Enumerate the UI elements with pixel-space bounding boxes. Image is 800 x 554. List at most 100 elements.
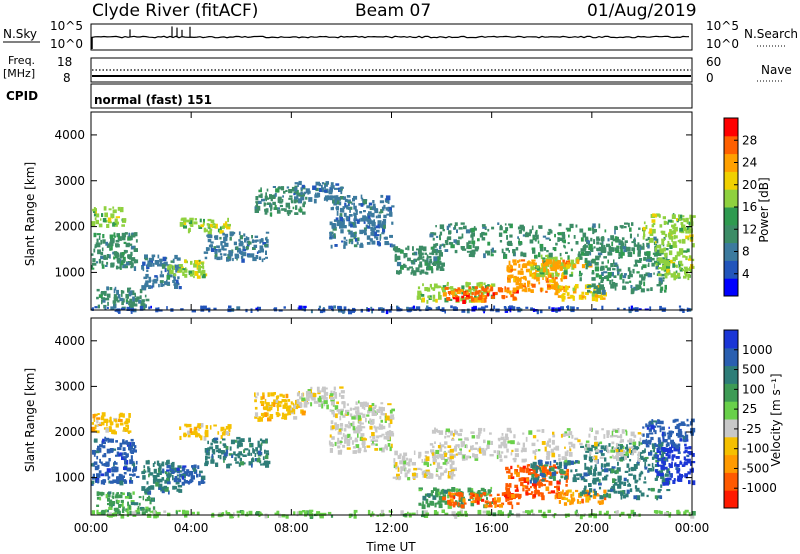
- range-gate-cell: [643, 221, 646, 225]
- range-gate-cell: [321, 513, 324, 516]
- range-gate-cell: [656, 245, 661, 249]
- range-gate-cell: [562, 272, 565, 277]
- range-gate-cell: [370, 439, 374, 442]
- range-gate-cell: [521, 264, 524, 268]
- range-gate-cell: [170, 260, 174, 263]
- range-gate-cell: [460, 441, 465, 446]
- range-gate-cell: [560, 464, 562, 469]
- range-gate-cell: [307, 190, 311, 194]
- range-gate-cell: [663, 439, 668, 443]
- range-gate-cell: [129, 473, 133, 476]
- range-gate-cell: [117, 258, 121, 264]
- range-gate-cell: [324, 186, 326, 189]
- range-gate-cell: [106, 468, 111, 473]
- range-gate-cell: [290, 410, 294, 413]
- power-data-layer: [91, 180, 696, 315]
- range-gate-cell: [134, 259, 139, 264]
- range-gate-cell: [604, 457, 607, 462]
- range-gate-cell: [458, 438, 463, 441]
- range-gate-cell: [296, 193, 301, 197]
- range-gate-cell: [549, 238, 551, 241]
- range-gate-cell: [198, 481, 201, 486]
- range-gate-cell: [663, 220, 666, 225]
- range-gate-cell: [445, 468, 448, 473]
- range-gate-cell: [433, 256, 438, 262]
- range-gate-cell: [525, 468, 528, 474]
- range-gate-cell: [678, 477, 682, 482]
- cpid-label: CPID: [6, 89, 38, 103]
- range-gate-cell: [559, 468, 564, 474]
- range-gate-cell: [512, 268, 517, 271]
- range-gate-cell: [486, 286, 489, 290]
- range-gate-cell: [604, 275, 608, 280]
- range-gate-cell: [552, 247, 556, 251]
- range-gate-cell: [620, 456, 625, 461]
- range-gate-cell: [91, 463, 94, 467]
- range-gate-cell: [251, 463, 253, 468]
- range-gate-cell: [374, 439, 379, 442]
- range-gate-cell: [148, 495, 151, 501]
- range-gate-cell: [413, 252, 416, 256]
- range-gate-cell: [366, 205, 371, 209]
- range-gate-cell: [181, 268, 186, 271]
- range-gate-cell: [644, 461, 647, 466]
- range-gate-cell: [204, 448, 209, 453]
- range-gate-cell: [538, 484, 541, 489]
- range-gate-cell: [661, 447, 666, 451]
- range-gate-cell: [112, 209, 117, 214]
- range-gate-cell: [276, 209, 281, 214]
- range-gate-cell: [536, 309, 539, 315]
- range-gate-cell: [657, 490, 661, 493]
- range-gate-cell: [265, 208, 269, 213]
- range-gate-cell: [684, 461, 688, 466]
- range-gate-cell: [429, 297, 432, 300]
- range-gate-cell: [500, 441, 504, 446]
- nave-label: Nave: [761, 63, 792, 77]
- range-gate-cell: [228, 305, 232, 309]
- range-gate-cell: [481, 449, 486, 452]
- range-gate-cell: [124, 421, 129, 425]
- range-gate-cell: [579, 514, 583, 520]
- range-gate-cell: [681, 464, 685, 467]
- range-gate-cell: [332, 199, 337, 204]
- range-gate-cell: [122, 218, 127, 222]
- range-gate-cell: [407, 511, 409, 515]
- range-gate-cell: [656, 425, 662, 428]
- range-gate-cell: [133, 467, 137, 472]
- range-gate-cell: [115, 419, 118, 423]
- range-gate-cell: [201, 305, 205, 308]
- range-gate-cell: [450, 475, 454, 480]
- range-gate-cell: [542, 514, 547, 519]
- range-gate-cell: [386, 435, 390, 441]
- range-gate-cell: [529, 272, 534, 277]
- range-gate-cell: [339, 207, 345, 213]
- range-gate-cell: [611, 247, 615, 252]
- range-gate-cell: [399, 460, 404, 465]
- range-gate-cell: [496, 497, 501, 502]
- range-gate-cell: [525, 491, 529, 496]
- range-gate-cell: [342, 206, 345, 209]
- range-gate-cell: [599, 495, 603, 500]
- range-gate-cell: [310, 309, 313, 314]
- range-gate-cell: [93, 213, 97, 217]
- range-gate-cell: [569, 223, 574, 229]
- range-gate-cell: [274, 512, 278, 516]
- range-gate-cell: [458, 236, 462, 240]
- range-gate-cell: [566, 428, 571, 431]
- range-gate-cell: [599, 267, 603, 271]
- range-gate-cell: [386, 213, 390, 216]
- range-gate-cell: [498, 454, 502, 458]
- date-label: 01/Aug/2019: [587, 1, 697, 21]
- range-gate-cell: [96, 233, 101, 236]
- range-gate-cell: [589, 497, 591, 501]
- range-gate-cell: [504, 286, 506, 291]
- range-gate-cell: [569, 500, 572, 506]
- range-gate-cell: [342, 444, 346, 448]
- range-gate-cell: [549, 230, 553, 234]
- range-gate-cell: [153, 468, 157, 474]
- range-gate-cell: [288, 205, 291, 210]
- range-gate-cell: [648, 428, 652, 432]
- range-gate-cell: [107, 492, 111, 498]
- range-gate-cell: [647, 273, 653, 278]
- range-gate-cell: [371, 514, 374, 518]
